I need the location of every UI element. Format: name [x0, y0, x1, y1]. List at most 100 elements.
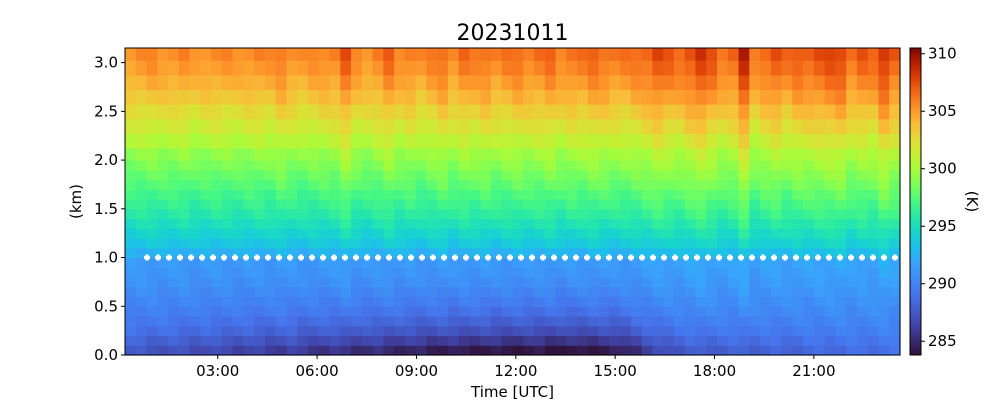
heatmap-cell	[480, 228, 492, 239]
heatmap-cell	[663, 169, 675, 181]
heatmap-cell	[523, 286, 535, 298]
heatmap-cell	[846, 238, 858, 249]
heatmap-cell	[404, 147, 417, 161]
heatmap-cell	[318, 247, 331, 259]
heatmap-cell	[566, 325, 578, 337]
heatmap-cell	[856, 169, 869, 181]
x-tick-label: 09:00	[395, 362, 438, 380]
heatmap-cell	[361, 199, 374, 210]
heatmap-cell	[168, 169, 180, 181]
heatmap-cell	[361, 296, 374, 307]
heatmap-cell	[286, 208, 298, 220]
heatmap-cell	[684, 118, 697, 134]
heatmap-cell	[652, 345, 664, 356]
heatmap-cell	[770, 104, 783, 120]
heatmap-cell	[340, 189, 352, 200]
heatmap-cell	[211, 199, 223, 210]
heatmap-cell	[286, 199, 298, 210]
heatmap-cell	[211, 218, 223, 229]
heatmap-cell	[684, 48, 697, 61]
heatmap-cell	[415, 118, 427, 134]
heatmap-cell	[717, 179, 729, 190]
heatmap-cell	[168, 147, 180, 161]
heatmap-cell	[415, 199, 427, 210]
heatmap-cell	[813, 277, 826, 288]
heatmap-cell	[727, 325, 740, 337]
heatmap-cell	[824, 104, 837, 120]
heatmap-cell	[620, 169, 632, 181]
heatmap-cell	[598, 277, 610, 288]
heatmap-cell	[824, 238, 837, 249]
heatmap-cell	[555, 74, 567, 91]
heatmap-cell	[329, 277, 341, 288]
heatmap-cell	[534, 277, 546, 288]
heatmap-cell	[587, 60, 600, 76]
heatmap-cell	[351, 247, 363, 259]
heatmap-cell	[555, 179, 567, 190]
heatmap-cell	[792, 345, 804, 356]
heatmap-cell	[803, 306, 815, 317]
heatmap-cell	[254, 179, 266, 190]
reference-line-marker	[519, 254, 523, 261]
heatmap-cell	[856, 48, 869, 61]
heatmap-cell	[512, 316, 524, 327]
heatmap-cell	[609, 147, 621, 161]
heatmap-cell	[878, 345, 890, 356]
heatmap-cell	[534, 218, 546, 229]
reference-line-marker	[244, 254, 248, 261]
heatmap-cell	[469, 189, 481, 200]
heatmap-cell	[501, 286, 514, 298]
heatmap-cell	[135, 48, 148, 61]
heatmap-cell	[598, 228, 610, 239]
heatmap-cell	[501, 247, 514, 259]
heatmap-cell	[749, 218, 761, 229]
heatmap-cell	[221, 228, 234, 239]
heatmap-cell	[404, 335, 417, 346]
heatmap-cell	[469, 74, 481, 91]
heatmap-cell	[856, 247, 869, 259]
heatmap-cell	[415, 277, 427, 288]
heatmap-cell	[781, 208, 793, 220]
heatmap-cell	[307, 316, 320, 327]
heatmap-cell	[394, 277, 406, 288]
heatmap-cell	[297, 199, 309, 210]
heatmap-cell	[770, 208, 783, 220]
heatmap-cell	[221, 179, 234, 190]
heatmap-cell	[297, 89, 309, 105]
heatmap-cell	[738, 228, 750, 239]
heatmap-cell	[544, 335, 557, 346]
heatmap-cell	[243, 345, 255, 356]
heatmap-cell	[663, 325, 675, 337]
heatmap-cell	[200, 60, 212, 76]
heatmap-cell	[275, 74, 288, 91]
heatmap-cell	[501, 316, 514, 327]
heatmap-cell	[458, 247, 471, 259]
heatmap-cell	[178, 179, 191, 190]
heatmap-cell	[168, 267, 180, 278]
heatmap-cell	[684, 296, 697, 307]
heatmap-cell	[394, 267, 406, 278]
heatmap-cell	[749, 306, 761, 317]
heatmap-cell	[490, 286, 503, 298]
heatmap-cell	[394, 48, 406, 61]
heatmap-cell	[630, 74, 643, 91]
heatmap-cell	[846, 118, 858, 134]
heatmap-cell	[760, 257, 772, 268]
heatmap-cell	[404, 199, 417, 210]
heatmap-cell	[738, 247, 750, 259]
heatmap-cell	[254, 147, 266, 161]
heatmap-cell	[458, 74, 471, 91]
heatmap-cell	[490, 335, 503, 346]
heatmap-cell	[383, 335, 395, 346]
heatmap-cell	[534, 179, 546, 190]
heatmap-cell	[426, 306, 438, 317]
heatmap-cell	[264, 238, 277, 249]
heatmap-cell	[469, 89, 481, 105]
heatmap-cell	[157, 89, 169, 105]
heatmap-cell	[146, 316, 158, 327]
heatmap-cell	[340, 277, 352, 288]
heatmap-cell	[189, 257, 201, 268]
heatmap-cell	[307, 345, 320, 356]
heatmap-cell	[760, 247, 772, 259]
